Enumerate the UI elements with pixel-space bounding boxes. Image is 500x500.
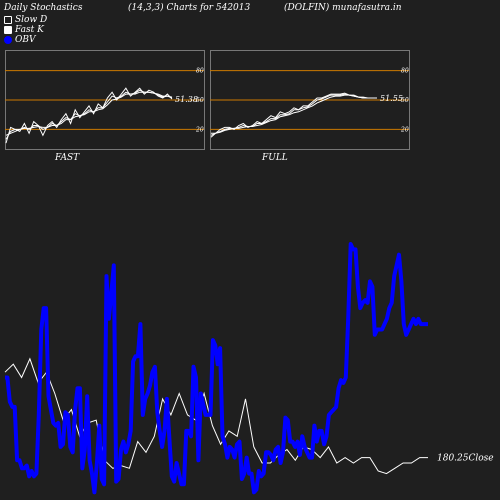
level-label-50: 50	[401, 97, 409, 104]
legend-swatch-fast-k	[4, 26, 12, 34]
chart-subtitle: (14,3,3) Charts for 542013	[128, 3, 251, 13]
legend-fast-k: Fast K	[4, 25, 44, 35]
last-value-label-fast: 51.38	[175, 95, 198, 104]
last-value-label-full: 51.55	[380, 94, 403, 103]
level-label-50: 50	[196, 97, 204, 104]
chart-source: (DOLFIN) munafasutra.in	[284, 3, 402, 13]
full-panel-label: FULL	[262, 153, 288, 163]
stoch-line-fast-1	[5, 89, 173, 140]
stoch-line-fast-2	[5, 91, 173, 136]
legend-label-slow-d: Slow D	[15, 15, 48, 25]
legend-label-obv: OBV	[15, 35, 36, 45]
stoch-line-fast-0	[5, 87, 173, 144]
level-label-20: 20	[195, 126, 204, 133]
level-label-80: 80	[401, 68, 409, 75]
chart-title: Daily Stochastics	[4, 3, 83, 13]
obv-line	[5, 242, 428, 495]
legend-obv: OBV	[4, 35, 36, 45]
legend-slow-d: Slow D	[4, 15, 47, 25]
fast-panel-label: FAST	[55, 153, 80, 163]
level-label-80: 80	[196, 68, 204, 75]
stoch-line-full-2	[211, 94, 377, 134]
legend-swatch-slow-d	[4, 16, 12, 24]
last-close-label: 180.25Close	[437, 454, 494, 464]
legend-swatch-obv	[4, 36, 12, 44]
legend-label-fast-k: Fast K	[15, 25, 44, 35]
level-label-20: 20	[400, 126, 409, 133]
